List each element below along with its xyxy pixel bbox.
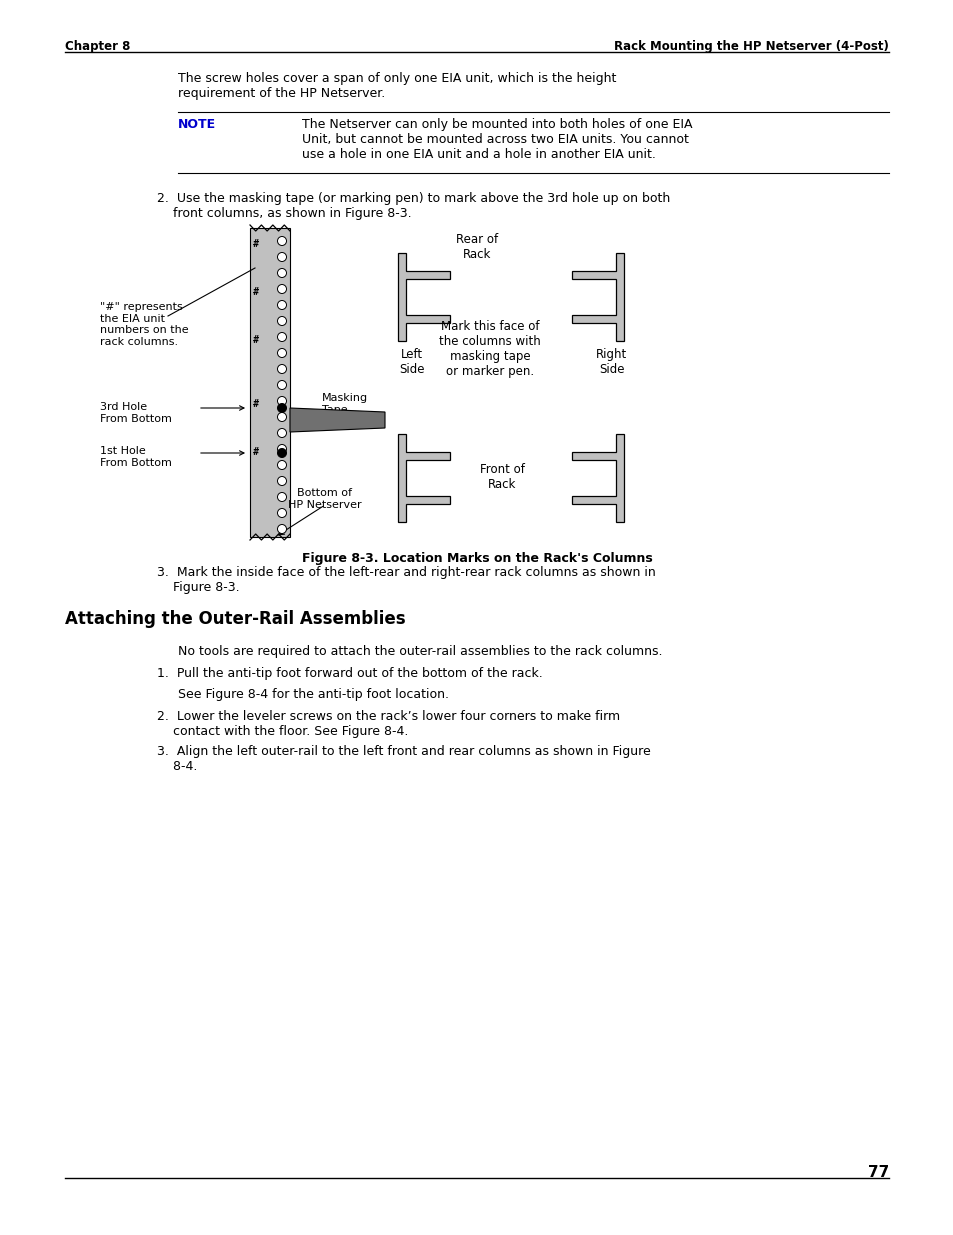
Circle shape	[277, 268, 286, 278]
Circle shape	[277, 429, 286, 437]
Polygon shape	[290, 408, 385, 432]
Text: Right
Side: Right Side	[596, 348, 627, 375]
Text: 3.  Mark the inside face of the left-rear and right-rear rack columns as shown i: 3. Mark the inside face of the left-rear…	[157, 566, 655, 594]
Circle shape	[277, 396, 286, 405]
Text: Chapter 8: Chapter 8	[65, 40, 131, 53]
Text: The Netserver can only be mounted into both holes of one EIA
Unit, but cannot be: The Netserver can only be mounted into b…	[302, 119, 692, 161]
Text: Mark this face of
the columns with
masking tape
or marker pen.: Mark this face of the columns with maski…	[438, 320, 540, 378]
Circle shape	[277, 461, 286, 469]
Text: 2.  Use the masking tape (or marking pen) to mark above the 3rd hole up on both
: 2. Use the masking tape (or marking pen)…	[157, 191, 670, 220]
Circle shape	[277, 412, 286, 421]
Text: The screw holes cover a span of only one EIA unit, which is the height
requireme: The screw holes cover a span of only one…	[178, 72, 616, 100]
Text: Masking
Tape
Maker: Masking Tape Maker	[322, 393, 368, 426]
Bar	[250, 228, 290, 537]
Text: "#" represents
the EIA unit
numbers on the
rack columns.: "#" represents the EIA unit numbers on t…	[100, 303, 189, 347]
Text: NOTE: NOTE	[178, 119, 216, 131]
Text: Bottom of
HP Netserver: Bottom of HP Netserver	[288, 488, 361, 510]
Polygon shape	[397, 433, 450, 522]
Circle shape	[277, 477, 286, 485]
Circle shape	[277, 300, 286, 310]
Text: 1.  Pull the anti-tip foot forward out of the bottom of the rack.: 1. Pull the anti-tip foot forward out of…	[157, 667, 542, 680]
Circle shape	[277, 236, 286, 246]
Text: Front of
Rack: Front of Rack	[479, 463, 524, 492]
Text: No tools are required to attach the outer-rail assemblies to the rack columns.: No tools are required to attach the oute…	[178, 645, 661, 658]
Text: Rear of
Rack: Rear of Rack	[456, 233, 497, 261]
Text: Rack Mounting the HP Netserver (4-Post): Rack Mounting the HP Netserver (4-Post)	[614, 40, 888, 53]
Text: 3rd Hole
From Bottom: 3rd Hole From Bottom	[100, 403, 172, 424]
Text: 2.  Lower the leveler screws on the rack’s lower four corners to make firm
    c: 2. Lower the leveler screws on the rack’…	[157, 710, 619, 739]
Polygon shape	[397, 253, 450, 341]
Circle shape	[277, 404, 286, 412]
Text: Left
Side: Left Side	[399, 348, 424, 375]
Circle shape	[277, 525, 286, 534]
Circle shape	[277, 348, 286, 357]
Text: 77: 77	[867, 1165, 888, 1179]
Circle shape	[277, 364, 286, 373]
Circle shape	[277, 493, 286, 501]
Polygon shape	[572, 433, 623, 522]
Text: #: #	[253, 399, 258, 409]
Text: Attaching the Outer-Rail Assemblies: Attaching the Outer-Rail Assemblies	[65, 610, 405, 629]
Text: Figure 8-3. Location Marks on the Rack's Columns: Figure 8-3. Location Marks on the Rack's…	[301, 552, 652, 564]
Circle shape	[277, 380, 286, 389]
Text: #: #	[253, 240, 258, 249]
Circle shape	[277, 252, 286, 262]
Circle shape	[277, 316, 286, 326]
Polygon shape	[572, 253, 623, 341]
Circle shape	[277, 284, 286, 294]
Circle shape	[277, 509, 286, 517]
Circle shape	[277, 448, 286, 457]
Circle shape	[277, 445, 286, 453]
Text: 1st Hole
From Bottom: 1st Hole From Bottom	[100, 446, 172, 468]
Text: #: #	[253, 335, 258, 345]
Text: 3.  Align the left outer-rail to the left front and rear columns as shown in Fig: 3. Align the left outer-rail to the left…	[157, 745, 650, 773]
Text: See Figure 8-4 for the anti-tip foot location.: See Figure 8-4 for the anti-tip foot loc…	[178, 688, 449, 701]
Text: #: #	[253, 287, 258, 296]
Circle shape	[277, 332, 286, 342]
Text: #: #	[253, 447, 258, 457]
